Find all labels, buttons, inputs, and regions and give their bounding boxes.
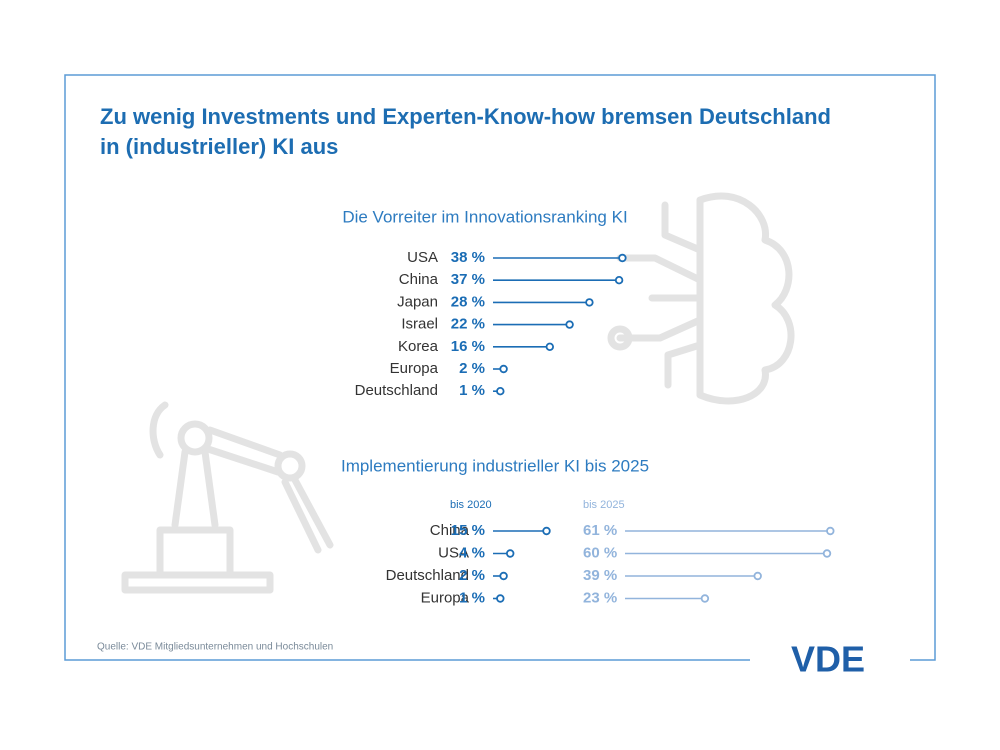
lollipop-dot bbox=[753, 571, 762, 581]
plots: USA 38 % China 37 % Japan 28 % Israel 22 % Korea… bbox=[355, 249, 835, 606]
logo: VDE bbox=[791, 639, 865, 680]
brain-icon bbox=[607, 192, 795, 405]
category-label: USA bbox=[438, 544, 469, 561]
title-line: Zu wenig Investments und Experten-Know-h… bbox=[100, 104, 831, 129]
category-label: Europa bbox=[390, 360, 439, 377]
category-label: Japan bbox=[397, 293, 438, 310]
value-label: 2 % bbox=[459, 567, 485, 584]
frame bbox=[64, 74, 936, 661]
robot-icon bbox=[121, 401, 334, 594]
value-label: 4 % bbox=[459, 544, 485, 561]
value-label: 15 % bbox=[451, 522, 485, 539]
value-label: 16 % bbox=[451, 338, 485, 355]
lollipop-dot bbox=[542, 526, 551, 536]
lollipop-dot bbox=[700, 594, 710, 603]
lollipop-dot bbox=[822, 549, 832, 558]
title-line: in (industrieller) KI aus bbox=[100, 134, 338, 159]
value-label: 1 % bbox=[459, 589, 485, 606]
category-label: China bbox=[430, 522, 470, 539]
legend-entry: bis 2020 bbox=[450, 499, 492, 511]
lollipop-dot bbox=[499, 571, 508, 581]
value-label: 1 % bbox=[459, 382, 485, 399]
category-label: Europa bbox=[421, 589, 470, 606]
value-label: 22 % bbox=[451, 316, 485, 333]
lollipop-dot bbox=[545, 342, 554, 351]
value-label: 38 % bbox=[451, 249, 485, 266]
category-label: China bbox=[399, 271, 439, 288]
category-label: Deutschland bbox=[386, 567, 469, 584]
value-label: 61 % bbox=[583, 522, 617, 539]
value-label: 23 % bbox=[583, 589, 617, 606]
value-label: 2 % bbox=[459, 360, 485, 377]
lollipop-dot bbox=[506, 549, 515, 558]
category-label: Israel bbox=[401, 316, 438, 333]
lollipop-dot bbox=[496, 387, 505, 396]
value-label: 39 % bbox=[583, 567, 617, 584]
lollipop-dot bbox=[826, 526, 835, 536]
source: Quelle: VDE Mitgliedsunternehmen und Hoc… bbox=[97, 642, 333, 653]
category-label: USA bbox=[407, 249, 438, 266]
chart-title: Die Vorreiter im Innovationsranking KI bbox=[342, 207, 627, 226]
value-label: 60 % bbox=[583, 544, 617, 561]
value-label: 37 % bbox=[451, 271, 485, 288]
lollipop-dot bbox=[614, 276, 624, 285]
chart-title: Implementierung industrieller KI bis 202… bbox=[341, 456, 649, 475]
category-label: Deutschland bbox=[355, 382, 438, 399]
lollipop-dot bbox=[496, 594, 505, 603]
lollipop-dot bbox=[565, 320, 574, 329]
lollipop-dot bbox=[585, 298, 594, 307]
value-label: 28 % bbox=[451, 293, 485, 310]
lollipop-dot bbox=[618, 253, 627, 263]
lollipop-dot bbox=[499, 364, 508, 374]
category-label: Korea bbox=[398, 338, 439, 355]
legend-entry: bis 2025 bbox=[583, 499, 625, 511]
